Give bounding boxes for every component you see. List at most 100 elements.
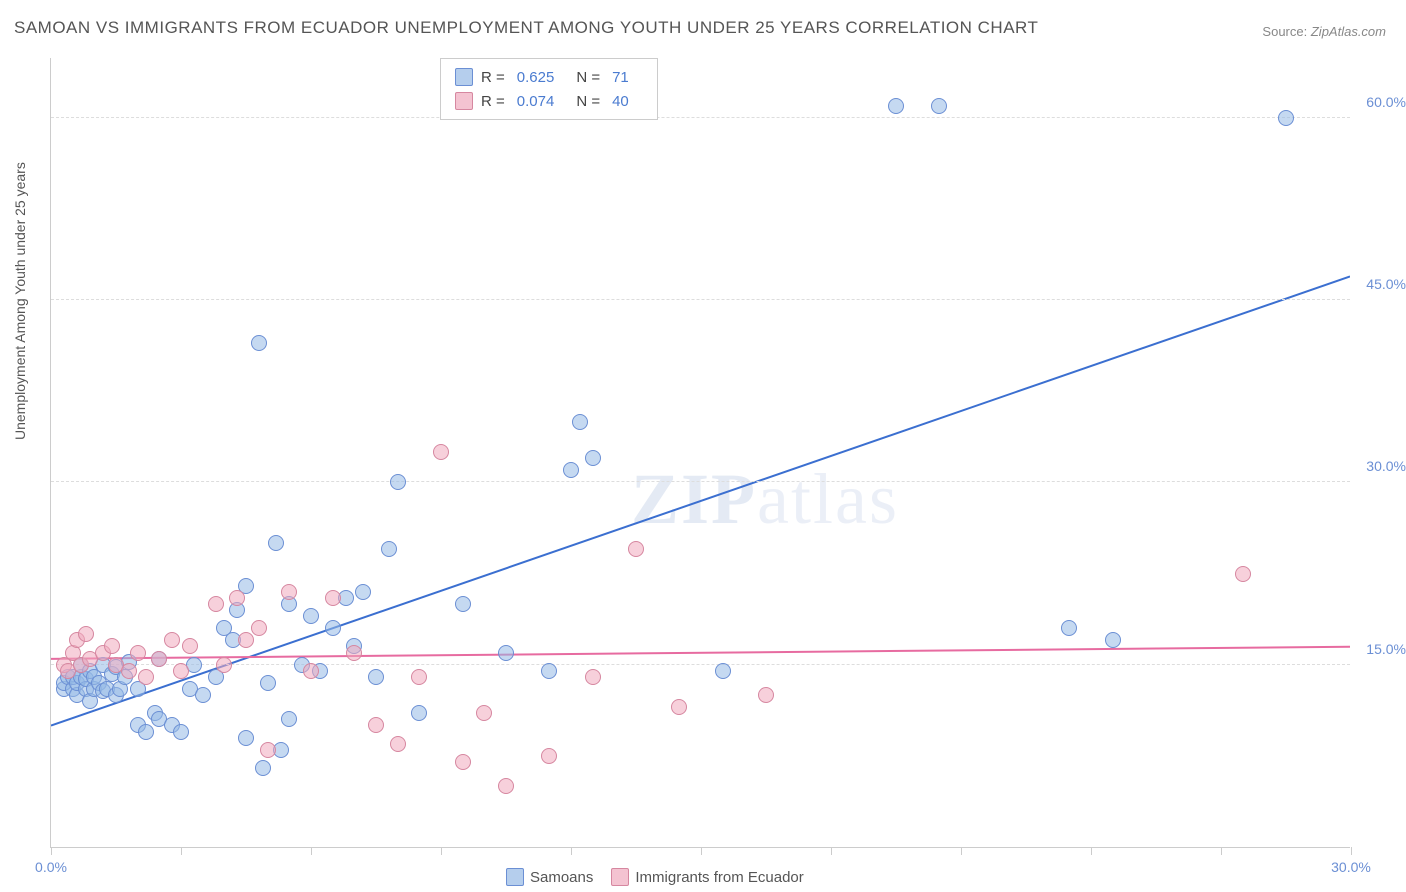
data-point — [585, 450, 601, 466]
data-point — [355, 584, 371, 600]
r-value-samoans: 0.625 — [517, 69, 555, 86]
data-point — [1235, 566, 1251, 582]
data-point — [390, 474, 406, 490]
data-point — [251, 620, 267, 636]
x-tick-label: 0.0% — [35, 859, 67, 875]
source-value: ZipAtlas.com — [1311, 24, 1386, 39]
data-point — [411, 669, 427, 685]
x-tick — [311, 847, 312, 855]
data-point — [628, 541, 644, 557]
data-point — [715, 663, 731, 679]
r-label: R = — [481, 93, 505, 110]
x-tick — [831, 847, 832, 855]
data-point — [325, 620, 341, 636]
watermark-atlas: atlas — [757, 459, 899, 539]
x-tick — [1351, 847, 1352, 855]
x-tick — [441, 847, 442, 855]
legend-item-ecuador: Immigrants from Ecuador — [611, 868, 803, 886]
y-axis-label: Unemployment Among Youth under 25 years — [12, 162, 28, 440]
data-point — [104, 638, 120, 654]
data-point — [498, 645, 514, 661]
data-point — [433, 444, 449, 460]
swatch-pink — [611, 868, 629, 886]
data-point — [260, 742, 276, 758]
legend-label: Immigrants from Ecuador — [635, 869, 803, 886]
data-point — [455, 754, 471, 770]
trend-line — [51, 647, 1350, 659]
data-point — [138, 724, 154, 740]
data-point — [78, 626, 94, 642]
data-point — [121, 663, 137, 679]
data-point — [238, 632, 254, 648]
data-point — [758, 687, 774, 703]
trend-line — [51, 276, 1350, 725]
data-point — [251, 335, 267, 351]
source-label: Source: — [1262, 24, 1307, 39]
n-label: N = — [576, 93, 600, 110]
data-point — [1105, 632, 1121, 648]
watermark-zip: ZIP — [631, 459, 757, 539]
data-point — [541, 748, 557, 764]
data-point — [173, 663, 189, 679]
data-point — [888, 98, 904, 114]
chart-title: SAMOAN VS IMMIGRANTS FROM ECUADOR UNEMPL… — [14, 18, 1038, 38]
legend-row-ecuador: R = 0.074 N = 40 — [455, 89, 643, 113]
x-tick — [701, 847, 702, 855]
swatch-blue — [506, 868, 524, 886]
gridline — [51, 117, 1350, 118]
swatch-pink — [455, 92, 473, 110]
data-point — [268, 535, 284, 551]
x-tick — [51, 847, 52, 855]
data-point — [1061, 620, 1077, 636]
gridline — [51, 481, 1350, 482]
legend-label: Samoans — [530, 869, 593, 886]
data-point — [255, 760, 271, 776]
data-point — [130, 645, 146, 661]
data-point — [411, 705, 427, 721]
data-point — [281, 584, 297, 600]
data-point — [541, 663, 557, 679]
data-point — [138, 669, 154, 685]
gridline — [51, 664, 1350, 665]
gridline — [51, 299, 1350, 300]
x-tick — [1091, 847, 1092, 855]
data-point — [208, 596, 224, 612]
data-point — [325, 590, 341, 606]
data-point — [498, 778, 514, 794]
x-tick — [1221, 847, 1222, 855]
n-value-ecuador: 40 — [612, 93, 629, 110]
watermark: ZIPatlas — [631, 458, 899, 541]
y-tick-label: 45.0% — [1366, 276, 1406, 292]
x-tick-label: 30.0% — [1331, 859, 1371, 875]
y-tick-label: 30.0% — [1366, 458, 1406, 474]
data-point — [931, 98, 947, 114]
data-point — [381, 541, 397, 557]
data-point — [671, 699, 687, 715]
data-point — [390, 736, 406, 752]
data-point — [182, 638, 198, 654]
data-point — [260, 675, 276, 691]
y-tick-label: 60.0% — [1366, 94, 1406, 110]
data-point — [303, 608, 319, 624]
data-point — [346, 645, 362, 661]
data-point — [563, 462, 579, 478]
x-tick — [181, 847, 182, 855]
data-point — [151, 651, 167, 667]
y-tick-label: 15.0% — [1366, 641, 1406, 657]
n-value-samoans: 71 — [612, 69, 629, 86]
r-value-ecuador: 0.074 — [517, 93, 555, 110]
n-label: N = — [576, 69, 600, 86]
data-point — [476, 705, 492, 721]
data-point — [368, 717, 384, 733]
data-point — [229, 590, 245, 606]
legend-item-samoans: Samoans — [506, 868, 593, 886]
data-point — [216, 657, 232, 673]
data-point — [195, 687, 211, 703]
data-point — [1278, 110, 1294, 126]
source-attribution: Source: ZipAtlas.com — [1262, 24, 1386, 39]
data-point — [281, 711, 297, 727]
data-point — [173, 724, 189, 740]
swatch-blue — [455, 68, 473, 86]
r-label: R = — [481, 69, 505, 86]
data-point — [572, 414, 588, 430]
